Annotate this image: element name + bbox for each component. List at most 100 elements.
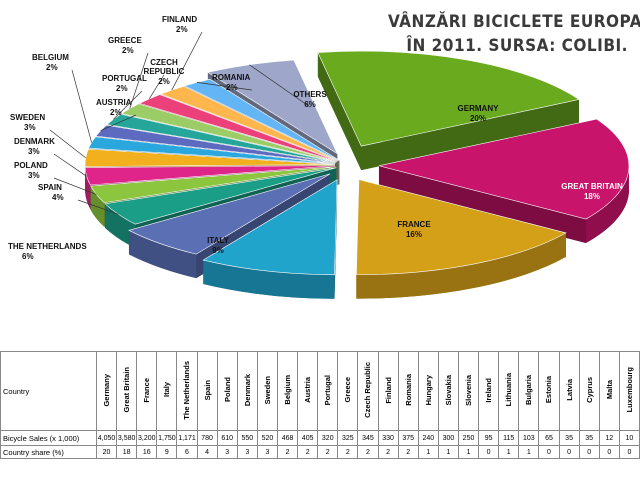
- table-header-cell: Lithuania: [498, 351, 520, 431]
- chart-title-line-2: ÎN 2011. SURSA: COLIBI.: [406, 36, 628, 56]
- slice-label: BELGIUM: [32, 53, 69, 62]
- slice-value-label: 3%: [24, 123, 36, 132]
- slice-label: PORTUGAL: [102, 74, 147, 83]
- slice-label: AUSTRIA: [96, 98, 132, 107]
- table-cell: 468: [276, 430, 299, 446]
- country-name: France: [142, 377, 152, 403]
- table-cell: 1: [518, 445, 540, 459]
- country-name: Denmark: [242, 373, 252, 407]
- table-header-cell: Ireland: [478, 351, 500, 431]
- table-header-cell: France: [136, 351, 158, 431]
- slice-value-label: 20%: [470, 114, 486, 123]
- country-name: Belgium: [283, 375, 293, 405]
- table-cell: 2: [317, 445, 339, 459]
- table-cell: 0: [598, 445, 620, 459]
- table-header-cell: Slovakia: [437, 351, 459, 431]
- table-header-cell: Spain: [196, 351, 218, 431]
- table-header-cell: Latvia: [558, 351, 580, 431]
- slice-value-label: 3%: [28, 147, 40, 156]
- slice-label: FINLAND: [162, 15, 197, 24]
- table-header-cell: Finland: [377, 351, 399, 431]
- table-header-cell: Czech Republic: [357, 351, 379, 431]
- table-cell: 320: [317, 430, 339, 446]
- leader-line: [196, 82, 253, 91]
- table-cell: 115: [498, 430, 520, 446]
- chart-title: VÂNZĂRI BICICLETE EUROPA ÎN 2011. SURSA:…: [388, 10, 640, 58]
- table-cell: 3,200: [136, 430, 158, 446]
- table-cell: 2: [357, 445, 379, 459]
- table-cell: 3: [256, 445, 278, 459]
- slice-label: GERMANY: [458, 104, 500, 113]
- table-cell: 16: [136, 445, 158, 459]
- table-header-cell: Italy: [156, 351, 178, 431]
- country-name: Great Britain: [122, 367, 132, 413]
- leader-line: [71, 69, 92, 143]
- table-cell: 550: [236, 430, 258, 446]
- country-name: Germany: [102, 373, 112, 407]
- table-row-label: Bicycle Sales (x 1,000): [0, 430, 97, 446]
- table-cell: 35: [558, 430, 580, 446]
- table-cell: 405: [297, 430, 319, 446]
- table-row-share: Country share (%) 20 18 16 9 6 4 3 3 3 2 2 2 2 2 2 2 1 1 1…: [0, 445, 640, 459]
- table-cell: 2: [337, 445, 359, 459]
- leader-line: [113, 90, 143, 120]
- country-name: Ireland: [484, 377, 494, 403]
- chart-title-line-1: VÂNZĂRI BICICLETE EUROPA: [388, 12, 640, 32]
- table-cell: 2: [377, 445, 399, 459]
- country-name: Austria: [303, 377, 313, 403]
- country-name: The Netherlands: [182, 360, 192, 420]
- table-header-cell: Sweden: [256, 351, 278, 431]
- slice-value-label: 9%: [212, 246, 224, 255]
- pie-slice-france: [356, 179, 567, 299]
- table-cell: 780: [196, 430, 218, 446]
- leader-line: [149, 74, 165, 100]
- table-header-cell: Austria: [297, 351, 319, 431]
- slice-label: CZECH: [150, 58, 178, 67]
- table-cell: 345: [357, 430, 379, 446]
- table-header-cell: Slovenia: [457, 351, 480, 431]
- table-cell: 12: [598, 430, 620, 446]
- table-cell: 1: [498, 445, 520, 459]
- leader-line: [49, 129, 86, 159]
- country-name: Lithuania: [504, 373, 514, 407]
- country-name: Bulgaria: [524, 374, 534, 405]
- table-cell: 325: [337, 430, 359, 446]
- table-cell: 375: [397, 430, 419, 446]
- country-name: Sweden: [262, 375, 272, 405]
- table-cell: 6: [176, 445, 198, 459]
- country-name: Finland: [383, 376, 393, 404]
- table-cell: 20: [95, 445, 118, 459]
- slice-value-label: 2%: [158, 77, 170, 86]
- country-name: Estonia: [544, 376, 554, 404]
- table-header-cell: Portugal: [317, 351, 339, 431]
- table-header-cell: Romania: [397, 351, 419, 431]
- pie-slice-germany: [317, 50, 580, 171]
- table-cell: 2: [397, 445, 419, 459]
- leader-line: [77, 199, 119, 215]
- table-cell: 3: [216, 445, 238, 459]
- country-name: Greece: [343, 377, 353, 403]
- slice-label: ROMANIA: [212, 73, 250, 82]
- slice-value-label: 2%: [116, 84, 128, 93]
- table-header-cell: Denmark: [236, 351, 258, 431]
- table-cell: 4: [196, 445, 218, 459]
- table-header-label: Country: [0, 351, 97, 431]
- leader-line: [171, 31, 203, 91]
- slice-value-label: 3%: [28, 171, 40, 180]
- slice-value-label: 2%: [110, 108, 122, 117]
- leader-line: [100, 114, 137, 131]
- country-name: Slovakia: [443, 374, 453, 406]
- table-cell: 1: [437, 445, 459, 459]
- table-header-row: Country Germany Great Britain France Italy T…: [0, 351, 640, 431]
- leader-line: [129, 52, 149, 109]
- slice-label: GREECE: [108, 36, 142, 45]
- table-cell: 35: [578, 430, 600, 446]
- table-header-cell: Belgium: [276, 351, 299, 431]
- country-name: Latvia: [564, 379, 574, 401]
- table-header-cell: Great Britain: [116, 351, 138, 431]
- slice-value-label: 2%: [226, 83, 238, 92]
- table-cell: 9: [156, 445, 178, 459]
- slice-label: OTHERS: [293, 90, 327, 99]
- table-cell: 0: [558, 445, 580, 459]
